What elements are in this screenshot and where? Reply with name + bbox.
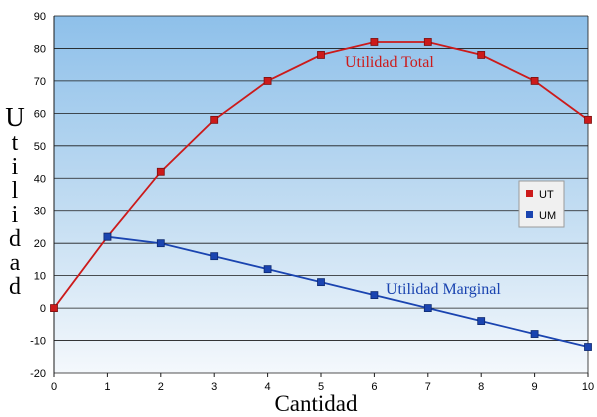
x-tick-label: 6: [371, 381, 377, 393]
x-tick-label: 0: [51, 381, 57, 393]
data-point-um: [370, 291, 379, 300]
x-tick-label: 1: [104, 381, 110, 393]
y-tick-label: 0: [40, 303, 46, 315]
y-axis-title-letter: U: [5, 102, 25, 132]
x-tick-label: 5: [318, 381, 324, 393]
data-point-um: [263, 265, 272, 274]
data-point-um: [210, 252, 219, 261]
y-tick-label: 70: [34, 76, 46, 88]
x-tick-label: 7: [425, 381, 431, 393]
y-axis-title: Utilidad: [5, 102, 25, 300]
annotation-utilidad-total: Utilidad Total: [345, 54, 434, 71]
data-point-ut: [370, 38, 379, 46]
legend-label-ut: UT: [539, 189, 554, 201]
data-point-um: [423, 304, 432, 312]
y-axis-title-letter: d: [9, 274, 21, 300]
y-axis-title-letter: l: [12, 178, 19, 204]
x-axis-title: Cantidad: [274, 391, 358, 416]
y-tick-label: 50: [34, 141, 46, 153]
y-axis-title-letter: d: [9, 226, 21, 252]
legend-swatch-ut: [526, 190, 533, 197]
data-point-ut: [210, 115, 219, 124]
series-layer: [50, 38, 592, 351]
data-point-ut: [263, 77, 272, 85]
y-axis-title-letter: t: [12, 130, 19, 156]
x-tick-label: 3: [211, 381, 217, 393]
y-tick-label: 10: [34, 271, 46, 283]
y-axis-ticks: -20 -10 0 10 20 30 40 50 60 70 80 90: [30, 11, 46, 380]
x-axis-ticks: 0 1 2 3 4 5 6 7 8 9 10: [51, 373, 594, 393]
data-point-um: [103, 232, 112, 241]
y-tick-label: -20: [30, 368, 46, 380]
data-point-um: [156, 239, 165, 248]
data-point-ut: [50, 304, 58, 312]
y-tick-label: 20: [34, 238, 46, 250]
data-point-um: [530, 330, 539, 338]
data-point-ut: [477, 51, 486, 59]
y-tick-label: 40: [34, 173, 46, 185]
data-point-ut: [423, 38, 432, 46]
annotation-utilidad-marginal: Utilidad Marginal: [386, 281, 501, 298]
y-tick-label: 90: [34, 11, 46, 23]
y-axis-title-letter: i: [12, 154, 19, 180]
data-point-um: [317, 278, 325, 287]
x-tick-label: 4: [265, 381, 271, 393]
y-tick-label: -10: [30, 336, 46, 348]
plot-background: [54, 16, 588, 373]
y-axis-title-letter: i: [12, 202, 19, 228]
y-tick-label: 60: [34, 108, 46, 120]
data-point-ut: [317, 51, 325, 59]
legend-box: [518, 180, 565, 228]
data-point-ut: [156, 167, 165, 176]
y-tick-label: 30: [34, 206, 46, 218]
series-line-um: [107, 235, 589, 348]
data-point-um: [477, 317, 486, 325]
data-point-um: [584, 343, 592, 351]
x-tick-label: 9: [532, 381, 538, 393]
gridlines: [53, 15, 589, 374]
x-tick-label: 8: [478, 381, 484, 393]
y-axis-title-letter: a: [10, 250, 21, 276]
legend-label-um: UM: [539, 210, 556, 222]
data-point-ut: [530, 77, 539, 85]
data-point-ut: [584, 115, 592, 124]
x-tick-label: 2: [158, 381, 164, 393]
x-tick-label: 10: [582, 381, 594, 393]
legend: UT UM: [518, 180, 565, 228]
legend-swatch-um: [526, 211, 533, 218]
y-tick-label: 80: [34, 43, 46, 55]
